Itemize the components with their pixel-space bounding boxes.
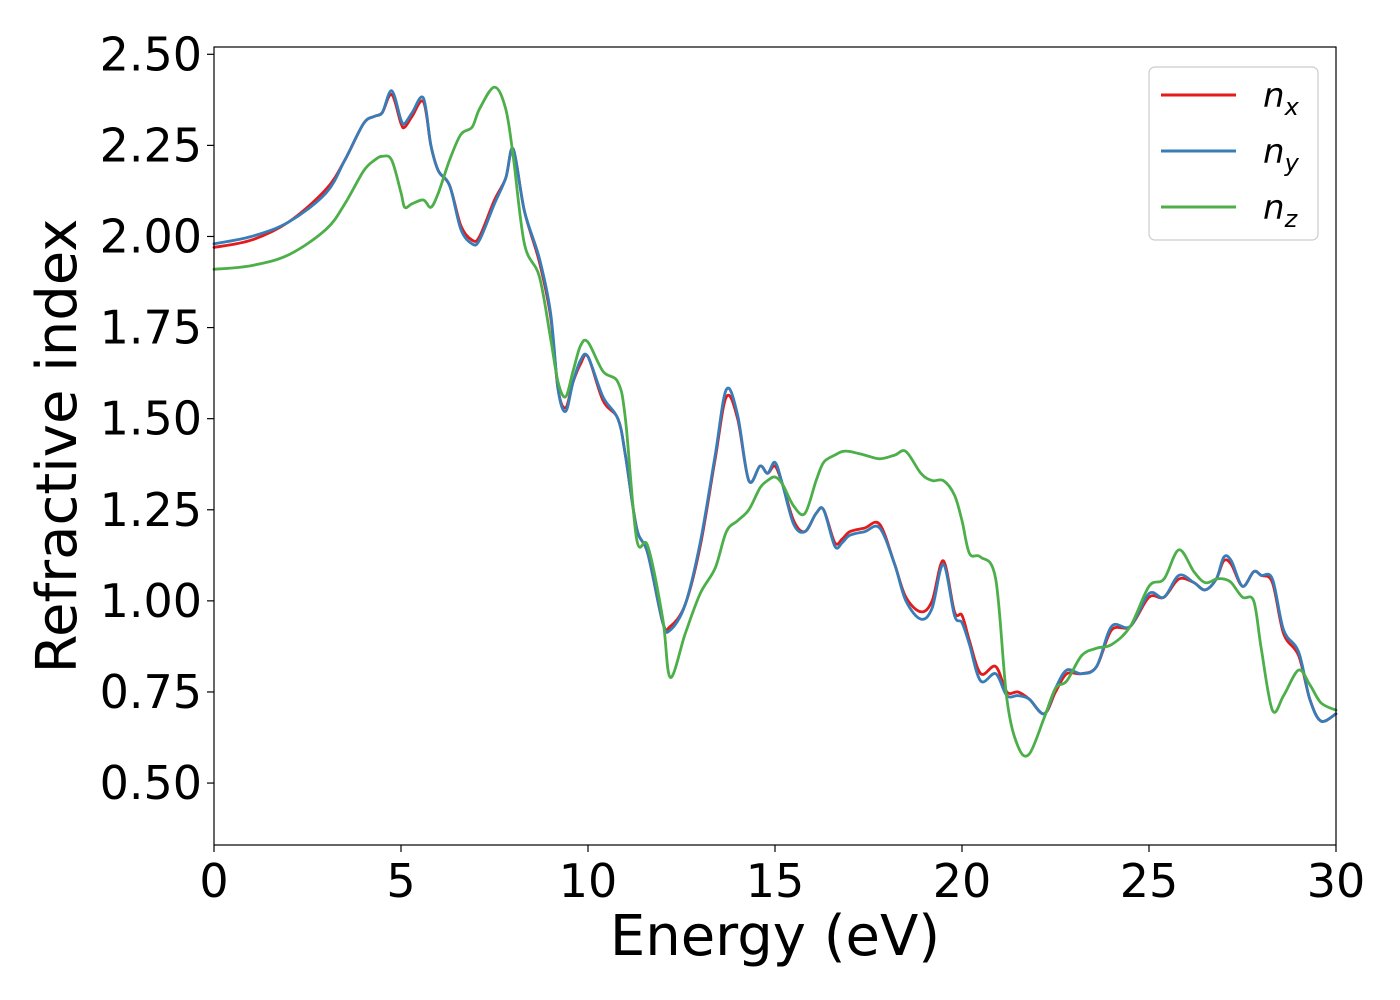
y-tick-label: 2.50 [100,27,202,81]
legend-box [1148,66,1319,241]
y-tick-label: 2.25 [100,118,202,172]
x-tick-label: 10 [559,854,618,908]
y-tick-label: 1.50 [100,392,202,446]
y-tick-label: 0.75 [100,665,202,719]
y-tick-label: 1.00 [100,574,202,628]
y-tick-label: 0.50 [100,756,202,810]
legend-label-nx: nx [1263,76,1300,121]
x-tick-label: 0 [199,854,228,908]
x-tick-label: 30 [1307,854,1366,908]
x-tick-label: 15 [746,854,805,908]
legend-label-nz: nz [1263,188,1299,233]
y-tick-label: 2.00 [100,209,202,263]
legend: nx ny nz [1148,66,1319,241]
x-axis-ticks: 0 5 10 15 20 25 30 [199,845,1365,908]
series-layer [212,85,1338,758]
x-tick-label: 5 [386,854,415,908]
x-tick-label: 20 [933,854,992,908]
x-tick-label: 25 [1120,854,1179,908]
legend-label-ny: ny [1263,132,1300,177]
x-axis-title: Energy (eV) [610,904,940,969]
y-axis-title: Refractive index [25,219,90,674]
y-tick-label: 1.25 [100,483,202,537]
y-tick-label: 1.75 [100,301,202,355]
y-axis-ticks: 0.50 0.75 1.00 1.25 1.50 1.75 2.00 2.25 2.50 [100,27,214,810]
series-line-nz [212,85,1338,758]
series-line-ny [212,89,1338,723]
